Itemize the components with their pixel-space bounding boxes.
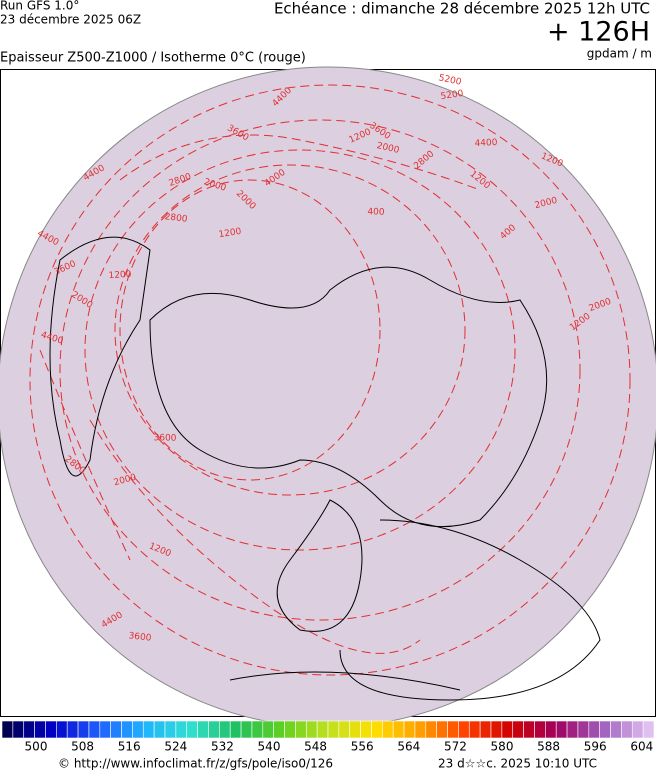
colorbar-swatch: [610, 720, 622, 739]
colorbar-label: 540: [258, 740, 281, 754]
colorbar-swatch: [599, 720, 611, 739]
colorbar-label: 532: [211, 740, 234, 754]
colorbar-swatch: [219, 720, 231, 739]
colorbar-swatch: [316, 720, 329, 739]
colorbar-swatch: [371, 720, 383, 739]
colorbar-swatch: [338, 720, 351, 739]
colorbar-label: 580: [491, 740, 514, 754]
lead-time: + 126H: [547, 17, 650, 48]
colorbar-swatch: [468, 720, 481, 739]
colorbar-swatch: [621, 720, 633, 739]
colorbar-label: 604: [630, 740, 653, 754]
colorbar-swatch: [414, 720, 427, 739]
colorbar-label: 524: [164, 740, 187, 754]
product-title: Epaisseur Z500-Z1000 / Isotherme 0°C (ro…: [0, 51, 306, 66]
colorbar-swatch: [66, 720, 79, 739]
colorbar-swatch: [208, 720, 220, 739]
timestamp: 23 d☆☆c. 2025 10:10 UTC: [438, 757, 597, 771]
contour-label: 1200: [108, 270, 132, 282]
colorbar-swatch: [501, 720, 514, 739]
colorbar-swatch: [197, 720, 209, 739]
colorbar-swatch: [45, 720, 57, 739]
colorbar-swatch: [382, 720, 394, 739]
colorbar-swatch: [577, 720, 590, 739]
colorbar-swatch: [77, 720, 90, 739]
contour-label: 400: [367, 207, 385, 218]
valid-time: Echéance : dimanche 28 décembre 2025 12h…: [274, 0, 650, 18]
contour-label: 4400: [474, 138, 498, 149]
colorbar-swatch: [132, 720, 144, 739]
colorbar-swatch: [392, 720, 405, 739]
colorbar-label: 588: [537, 740, 560, 754]
colorbar-swatch: [566, 720, 579, 739]
colorbar-swatch: [512, 720, 524, 739]
contour-label: 1200: [218, 227, 242, 241]
colorbar-swatch: [240, 720, 253, 739]
colorbar-swatch: [153, 720, 166, 739]
colorbar-label: 500: [25, 740, 48, 754]
colorbar-swatch: [23, 720, 35, 739]
colorbar-label: 516: [118, 740, 141, 754]
colorbar-swatch: [425, 720, 437, 739]
colorbar-swatch: [555, 720, 568, 739]
colorbar-swatch: [1, 720, 14, 739]
colorbar-swatch: [273, 720, 285, 739]
colorbar-swatch: [164, 720, 177, 739]
colorbar-swatch: [110, 720, 122, 739]
colorbar-swatch: [142, 720, 155, 739]
colorbar-swatch: [34, 720, 46, 739]
colorbar-swatch: [631, 720, 644, 739]
colorbar-swatch: [642, 720, 655, 739]
colorbar-label: 596: [584, 740, 607, 754]
colorbar-swatch: [490, 720, 503, 739]
colorbar-swatch: [360, 720, 372, 739]
contours: [29, 84, 631, 676]
colorbar-swatch: [284, 720, 296, 739]
source: © http://www.infoclimat.fr/z/gfs/pole/is…: [58, 757, 333, 771]
colorbar-swatch: [588, 720, 600, 739]
colorbar-label: 556: [351, 740, 374, 754]
colorbar-swatch: [121, 720, 133, 739]
colorbar-swatch: [523, 720, 535, 739]
colorbar-swatch: [12, 720, 25, 739]
colorbar-swatch: [534, 720, 546, 739]
colorbar-swatch: [295, 720, 307, 739]
contour-label: 3600: [153, 433, 176, 443]
contour-label: 5200: [438, 73, 463, 88]
colorbar-swatch: [403, 720, 416, 739]
colorbar-swatch: [458, 720, 470, 739]
colorbar-swatch: [99, 720, 111, 739]
colorbar-label: 564: [397, 740, 420, 754]
colorbar-swatch: [175, 720, 188, 739]
units: gpdam / m: [587, 47, 652, 61]
colorbar-swatch: [251, 720, 264, 739]
colorbar-swatch: [349, 720, 361, 739]
contour-label: 3600: [128, 631, 152, 643]
coastlines: [49, 236, 601, 701]
colorbar-swatch: [479, 720, 492, 739]
colorbar-swatch: [56, 720, 68, 739]
colorbar: 500 508 516 524 532 540 548 556 564 572 580 588 596 6…: [1, 720, 655, 754]
colorbar-swatch: [186, 720, 198, 739]
colorbar-swatch: [229, 720, 242, 739]
colorbar-swatch: [436, 720, 448, 739]
colorbar-swatch: [327, 720, 340, 739]
colorbar-swatch: [305, 720, 318, 739]
contour-label: 2800: [164, 212, 188, 225]
colorbar-label: 548: [304, 740, 327, 754]
colorbar-swatch: [447, 720, 459, 739]
colorbar-label: 508: [71, 740, 94, 754]
colorbar-swatch: [262, 720, 274, 739]
contour-label: 5200: [440, 89, 464, 102]
colorbar-swatch: [545, 720, 557, 739]
colorbar-swatch: [88, 720, 101, 739]
run-label: Run GFS 1.0°: [0, 0, 79, 13]
run-date: 23 décembre 2025 06Z: [0, 13, 141, 27]
colorbar-label: 572: [444, 740, 467, 754]
